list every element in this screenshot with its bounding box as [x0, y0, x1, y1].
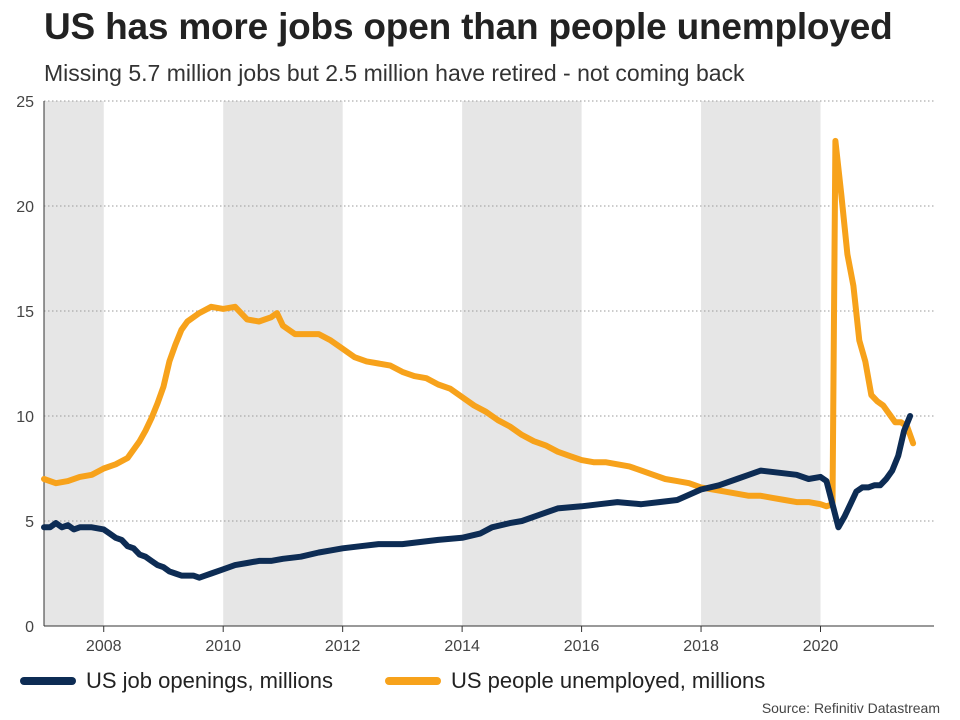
series-line-unemployed [41, 137, 917, 510]
y-tick-label-20: 20 [16, 199, 34, 216]
axes [43, 101, 934, 632]
legend-item-job-openings: US job openings, millions [20, 666, 333, 696]
y-tick-label-10: 10 [16, 409, 34, 426]
x-tick-label-2020: 2020 [803, 638, 839, 655]
y-tick-label-5: 5 [25, 514, 34, 531]
legend-label-job-openings: US job openings, millions [86, 668, 334, 693]
chart-title: US has more jobs open than people unempl… [44, 6, 893, 47]
legend-item-unemployed: US people unemployed, millions [385, 666, 765, 696]
x-tick-label-2018: 2018 [683, 638, 719, 655]
y-axis-tick-labels: 0 5 10 15 20 25 [16, 94, 34, 636]
legend-swatch-job-openings [20, 677, 76, 685]
series-line-job-openings [41, 413, 914, 581]
legend-swatch-unemployed [385, 677, 441, 685]
y-tick-label-25: 25 [16, 94, 34, 111]
y-tick-label-15: 15 [16, 304, 34, 321]
series-lines [41, 137, 917, 581]
x-tick-label-2008: 2008 [86, 638, 122, 655]
shaded-period-2 [462, 101, 582, 626]
y-tick-label-0: 0 [25, 619, 34, 636]
x-tick-label-2014: 2014 [444, 638, 480, 655]
shaded-period-0 [44, 101, 104, 626]
shaded-period-1 [223, 101, 343, 626]
shaded-periods [44, 101, 821, 626]
chart-subtitle: Missing 5.7 million jobs but 2.5 million… [44, 60, 745, 86]
x-axis-tick-labels: 2008 2010 2012 2014 2016 2018 2020 [86, 638, 838, 655]
shaded-period-3 [701, 101, 821, 626]
legend-label-unemployed: US people unemployed, millions [451, 668, 766, 693]
x-tick-label-2016: 2016 [564, 638, 600, 655]
x-tick-label-2012: 2012 [325, 638, 361, 655]
x-tick-label-2010: 2010 [205, 638, 241, 655]
source-note: Source: Refinitiv Datastream [761, 700, 940, 716]
